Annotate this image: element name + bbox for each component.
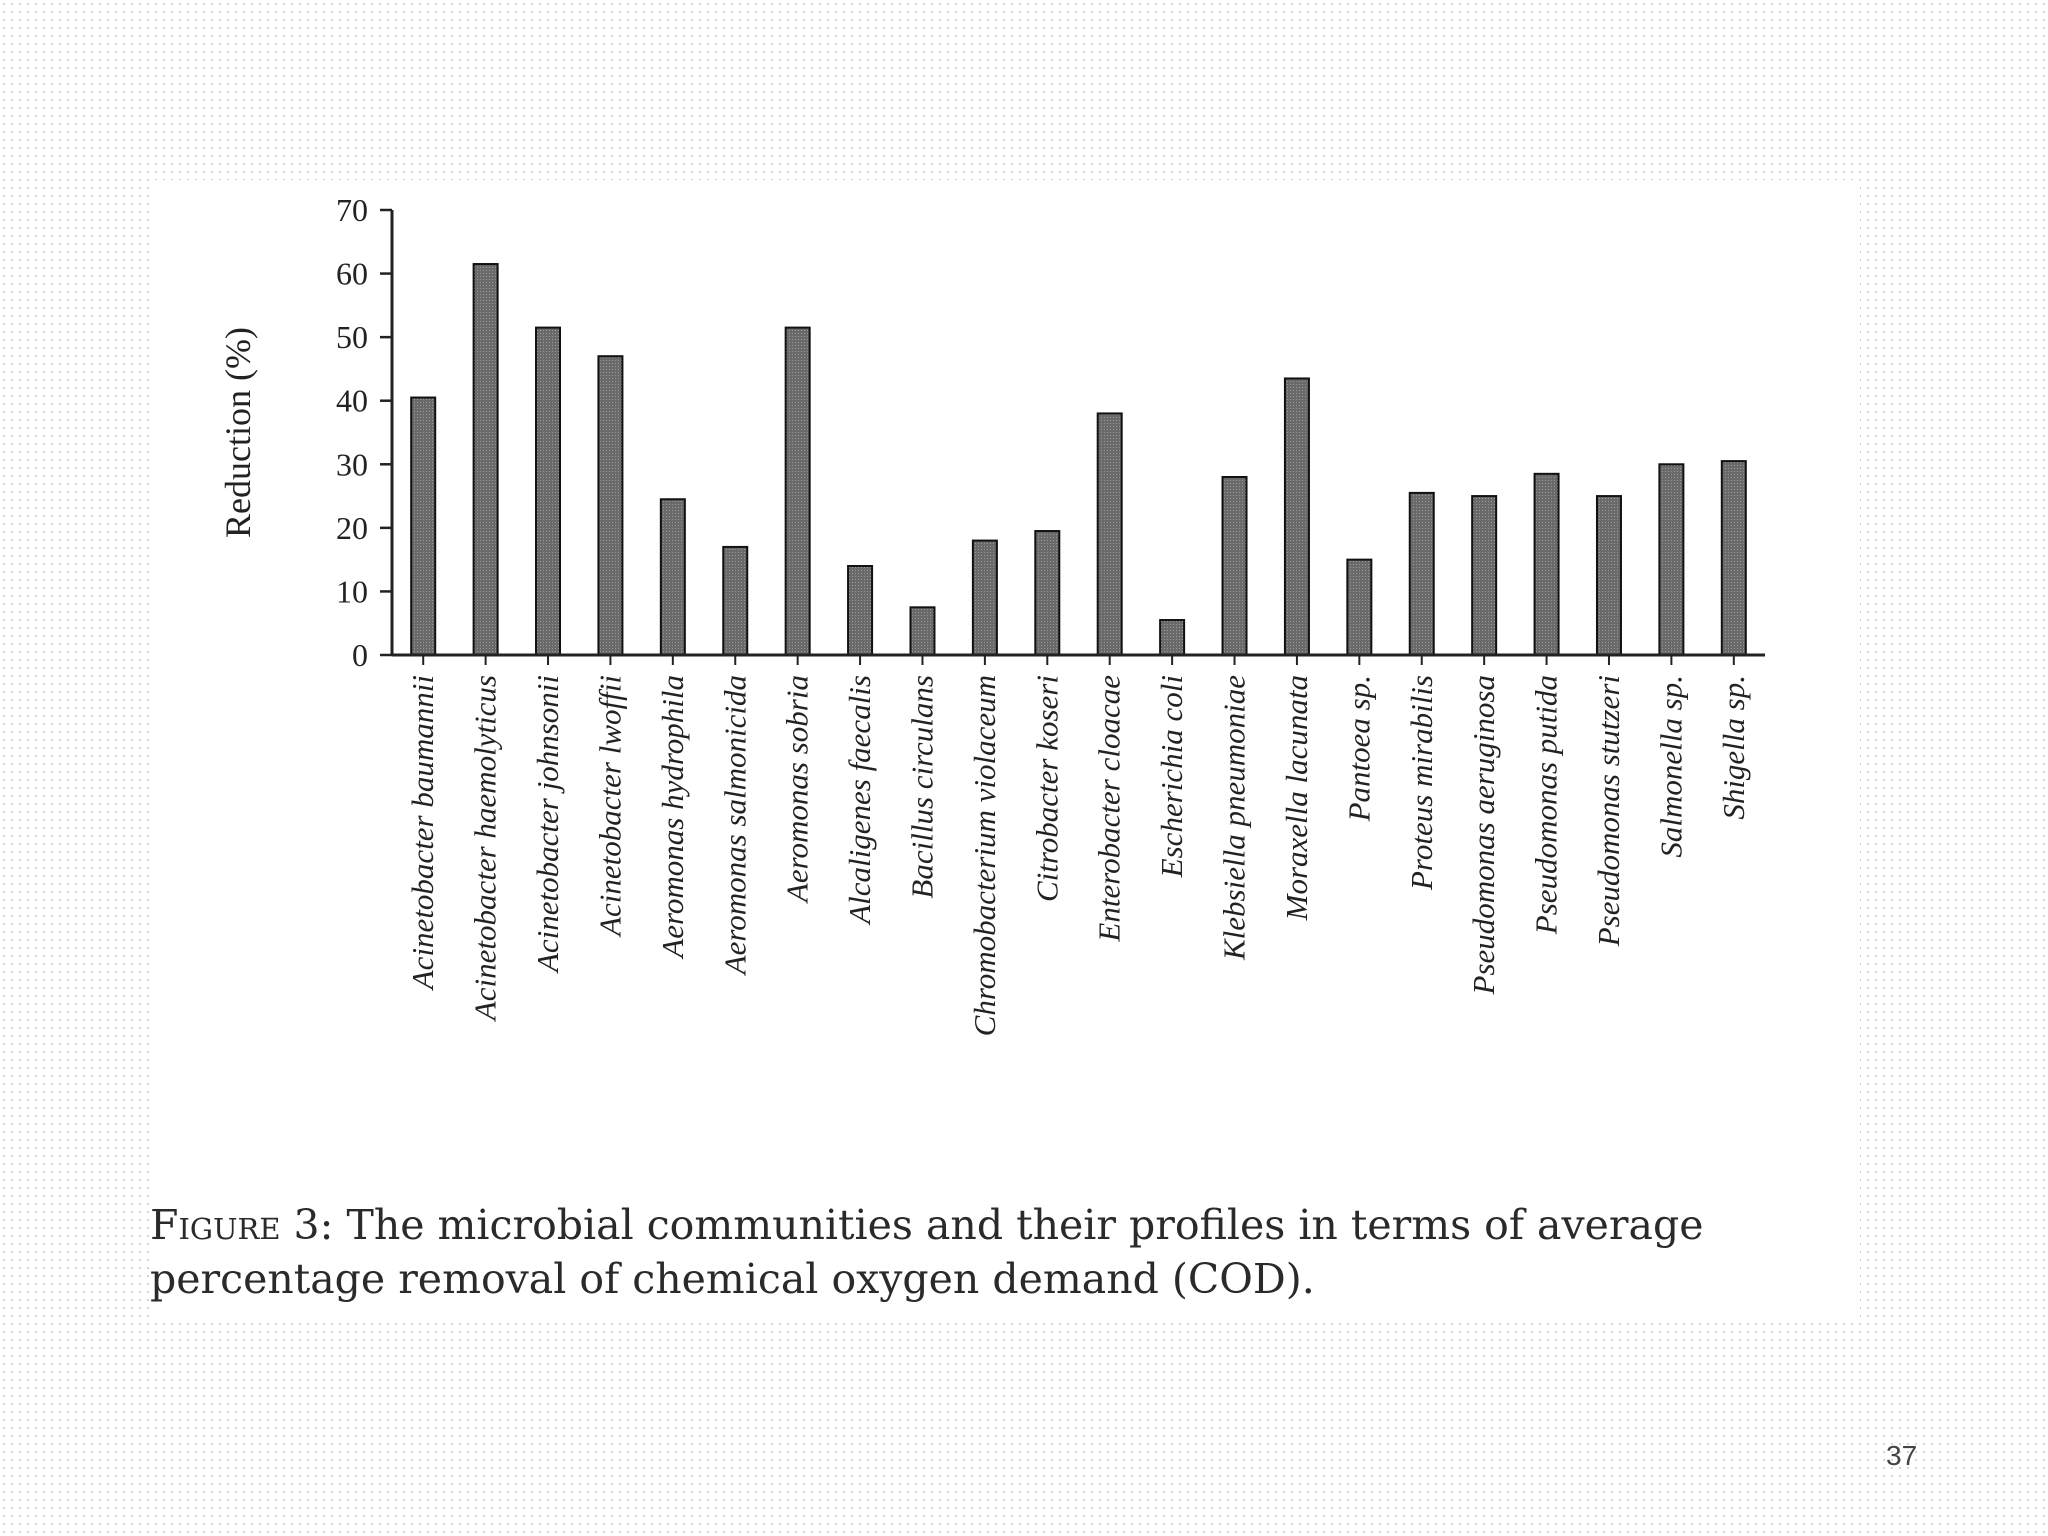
bar	[597, 355, 624, 656]
x-ticks-group: Acinetobacter baumannii Acinetobacter hae…	[405, 655, 1751, 1036]
bar	[659, 498, 686, 656]
bar	[971, 539, 998, 656]
y-tick-label: 10	[336, 573, 368, 609]
bar	[722, 545, 749, 657]
y-ticks-group: 0 10 20 30 40 50 60 70	[336, 192, 392, 673]
y-tick-label: 40	[336, 383, 368, 419]
x-tick-label: Escherichia coli	[1154, 675, 1189, 878]
x-tick-label: Pantoea sp.	[1341, 675, 1376, 822]
bar	[1096, 412, 1123, 656]
bar	[1034, 530, 1061, 656]
bar	[847, 565, 874, 656]
x-tick-label: Enterobacter cloacae	[1092, 675, 1127, 943]
bar	[1283, 377, 1310, 656]
bar	[1658, 463, 1685, 656]
x-tick-label: Moraxella lacunata	[1279, 675, 1314, 921]
bar	[1720, 460, 1747, 656]
bar	[784, 326, 811, 656]
x-tick-label: Chromobacterium violaceum	[967, 675, 1002, 1036]
x-tick-label: Acinetobacter lwoffii	[592, 675, 627, 938]
y-tick-label: 60	[336, 256, 368, 292]
x-tick-label: Pseudomonas aeruginosa	[1466, 675, 1501, 995]
bar	[410, 396, 437, 656]
bars-group	[410, 263, 1747, 657]
y-tick-label: 50	[336, 319, 368, 355]
x-tick-label: Proteus mirabilis	[1404, 675, 1439, 891]
figure-caption: Figure 3: The microbial communities and …	[150, 1198, 1850, 1306]
bar	[1221, 476, 1248, 656]
y-axis-label: Reduction (%)	[218, 327, 258, 538]
y-tick-label: 20	[336, 510, 368, 546]
x-tick-label: Klebsiella pneumoniae	[1217, 675, 1252, 961]
bar	[472, 263, 499, 656]
figure-panel	[150, 180, 1860, 1320]
x-tick-label: Shigella sp.	[1716, 675, 1751, 820]
x-tick-label: Aeromonas salmonicida	[717, 675, 752, 976]
x-tick-label: Aeromonas hydrophila	[655, 675, 690, 960]
bar	[1595, 495, 1622, 657]
x-tick-label: Pseudomonas putida	[1529, 675, 1564, 935]
x-tick-label: Pseudomonas stutzeri	[1591, 675, 1626, 947]
bar	[1408, 491, 1435, 656]
figure-label: Figure 3:	[150, 1201, 334, 1249]
x-tick-label: Acinetobacter haemolyticus	[468, 675, 503, 1022]
x-tick-label: Bacillus circulans	[904, 675, 939, 899]
caption-text: The microbial communities and their prof…	[150, 1201, 1704, 1303]
bar	[1159, 619, 1186, 656]
y-tick-label: 70	[336, 192, 368, 228]
x-tick-label: Citrobacter koseri	[1029, 675, 1064, 902]
y-tick-label: 30	[336, 446, 368, 482]
bar	[1471, 495, 1498, 657]
x-tick-label: Salmonella sp.	[1653, 675, 1688, 858]
x-tick-label: Aeromonas sobria	[780, 675, 815, 904]
bar	[1346, 558, 1373, 657]
axes-group	[390, 210, 1765, 657]
page-number: 37	[1886, 1440, 1918, 1471]
x-tick-label: Acinetobacter johnsonii	[530, 675, 565, 974]
x-tick-label: Acinetobacter baumannii	[405, 675, 440, 991]
y-tick-label: 0	[352, 637, 368, 673]
bar	[535, 326, 562, 656]
x-tick-label: Alcaligenes faecalis	[842, 675, 877, 926]
bar	[909, 606, 936, 656]
bar	[1533, 472, 1560, 657]
